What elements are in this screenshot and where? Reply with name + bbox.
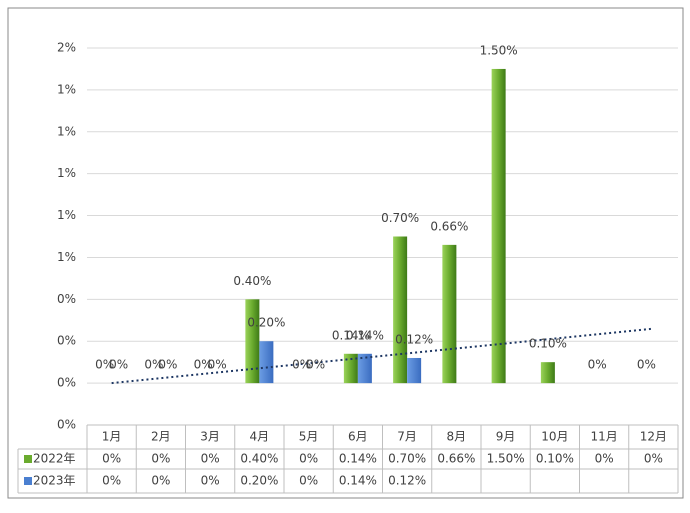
bar: [343, 353, 358, 384]
data-label: 0.10%: [529, 337, 567, 351]
table-cell: 0.40%: [240, 452, 278, 466]
data-label: 0.14%: [332, 328, 370, 342]
bar: [357, 353, 372, 384]
bar: [407, 357, 422, 384]
data-label: 0%: [208, 358, 227, 372]
table-cell: 0.14%: [339, 474, 377, 488]
data-label: 0.14%: [346, 328, 384, 342]
bar: [245, 299, 260, 384]
data-label: 0.66%: [430, 219, 468, 233]
y-tick-label: 0%: [57, 418, 76, 432]
table-header: 3月: [200, 430, 220, 444]
y-tick-label: 1%: [57, 166, 76, 180]
trendline: [111, 327, 654, 385]
y-tick-label: 0%: [57, 334, 76, 348]
bar: [259, 341, 274, 384]
legend-label: 2023年: [33, 474, 76, 488]
y-tick-label: 0%: [57, 376, 76, 390]
table-cell: 0%: [201, 474, 220, 488]
table-cell: 0.70%: [388, 452, 426, 466]
table-header: 8月: [447, 430, 467, 444]
bar: [491, 68, 506, 384]
y-tick-label: 0%: [57, 292, 76, 306]
data-label: 0%: [292, 358, 311, 372]
table-cell: 0%: [151, 474, 170, 488]
data-label: 1.50%: [480, 43, 518, 57]
table-cell: 0%: [644, 452, 663, 466]
bar: [393, 236, 408, 384]
table-cell: 0%: [201, 452, 220, 466]
table-header: 7月: [397, 430, 417, 444]
data-label: 0%: [109, 358, 128, 372]
data-label: 0%: [144, 358, 163, 372]
data-label: 0.40%: [233, 274, 271, 288]
data-label: 0%: [194, 358, 213, 372]
data-label: 0.70%: [381, 211, 419, 225]
legend-label: 2022年: [33, 452, 76, 466]
table-cell: 0.66%: [437, 452, 475, 466]
table-header: 2月: [151, 430, 171, 444]
data-label: 0%: [637, 358, 656, 372]
legend-swatch: [24, 477, 32, 485]
legend-swatch: [24, 455, 32, 463]
table-cell: 0%: [595, 452, 614, 466]
table-header: 9月: [496, 430, 516, 444]
table-cell: 0.14%: [339, 452, 377, 466]
table-header: 12月: [640, 430, 667, 444]
bar: [442, 244, 457, 384]
table-header: 10月: [541, 430, 568, 444]
table-cell: 0%: [102, 474, 121, 488]
data-label: 0.12%: [395, 332, 433, 346]
table-cell: 0.10%: [536, 452, 574, 466]
table-cell: 0.20%: [240, 474, 278, 488]
table-cell: 1.50%: [487, 452, 525, 466]
data-label: 0.20%: [247, 316, 285, 330]
y-tick-label: 1%: [57, 82, 76, 96]
y-tick-label: 1%: [57, 208, 76, 222]
table-cell: 0%: [299, 452, 318, 466]
table-cell: 0%: [102, 452, 121, 466]
table-header: 1月: [102, 430, 122, 444]
bar: [540, 362, 555, 384]
table-header: 5月: [299, 430, 319, 444]
table-header: 4月: [250, 430, 270, 444]
y-tick-label: 1%: [57, 124, 76, 138]
table-cell: 0%: [299, 474, 318, 488]
data-label: 0%: [588, 358, 607, 372]
y-tick-label: 1%: [57, 250, 76, 264]
table-header: 11月: [590, 430, 617, 444]
table-header: 6月: [348, 430, 368, 444]
table-cell: 0%: [151, 452, 170, 466]
y-tick-label: 2%: [57, 41, 76, 55]
data-label: 0%: [158, 358, 177, 372]
table-cell: 0.12%: [388, 474, 426, 488]
data-label: 0%: [306, 358, 325, 372]
data-label: 0%: [95, 358, 114, 372]
